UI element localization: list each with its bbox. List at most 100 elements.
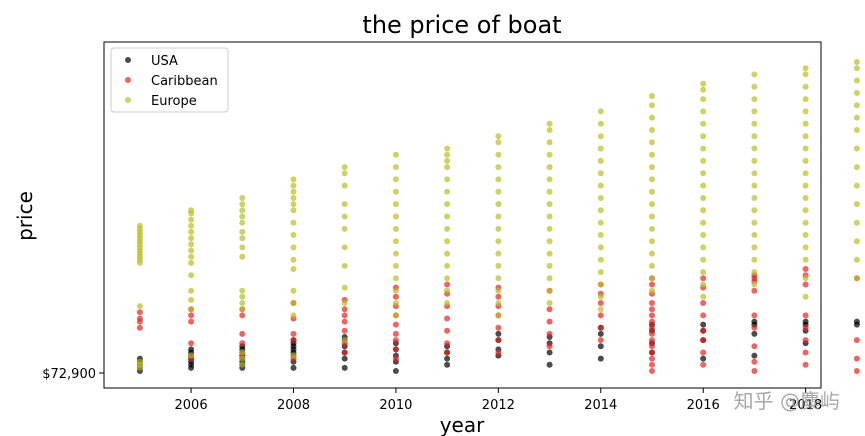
x-tick-label-2012: 2012 [482,398,515,413]
point-caribbean-2018-5 [802,281,809,288]
point-europe-2015-13 [649,127,655,133]
point-europe-2007-10 [239,228,246,235]
point-europe-2010-13 [392,151,399,158]
point-europe-2015-7 [649,201,655,208]
point-europe-2010-4 [392,262,399,269]
point-europe-2008-13 [290,182,297,189]
point-caribbean-2017-5 [751,287,758,294]
point-europe-2011-5 [444,238,451,245]
point-europe-2008-12 [290,188,297,195]
point-europe-2011-7 [444,213,451,220]
point-europe-2012-9 [495,201,502,208]
x-tick-label-2016: 2016 [687,398,720,413]
point-europe-2017-17 [751,71,758,78]
point-caribbean-2017-1 [751,358,758,365]
point-caribbean-2009-5 [341,306,348,313]
point-caribbean-2011-3 [444,315,451,322]
point-europe-2009-10 [341,164,348,171]
point-caribbean-2006-3 [188,312,195,319]
point-europe-2009-0 [341,337,348,344]
legend-frame [110,47,229,113]
point-usa-2013-1 [546,349,553,356]
point-europe-2011-2 [444,275,451,282]
y-axis: $72,900 [42,367,104,382]
point-usa-2013-0 [546,361,553,368]
point-europe-2009-6 [341,213,348,220]
point-europe-2016-16 [700,96,707,103]
point-europe-2016-9 [700,182,707,189]
point-europe-2016-3 [700,256,707,263]
point-europe-2014-2 [597,281,604,288]
point-europe-2019-8 [853,127,860,133]
point-europe-2015-10 [649,164,655,171]
point-europe-2015-6 [649,213,655,220]
x-tick-label-2008: 2008 [277,398,310,413]
point-europe-2015-3 [649,250,655,257]
point-europe-2012-11 [495,176,502,183]
point-europe-2017-3 [751,244,758,251]
point-europe-2012-10 [495,188,502,195]
point-europe-2018-0 [802,293,809,300]
point-usa-2016-3 [700,321,707,328]
point-europe-2008-0 [290,352,297,359]
point-caribbean-2010-4 [392,321,399,328]
point-europe-2011-10 [444,176,451,183]
point-europe-2018-3 [802,244,809,251]
point-caribbean-2015-11 [649,300,655,306]
point-caribbean-2014-0 [597,337,604,344]
point-caribbean-2015-7 [649,324,655,331]
point-europe-2014-6 [597,232,604,238]
point-europe-2007-0 [239,361,246,368]
point-europe-2007-14 [239,201,246,208]
point-europe-2006-7 [188,247,195,254]
point-caribbean-2011-2 [444,327,451,334]
point-europe-2019-5 [853,182,860,189]
point-europe-2006-2 [188,296,195,303]
point-europe-2007-13 [239,207,246,214]
point-europe-2018-2 [802,256,809,263]
point-caribbean-2015-0 [649,368,655,374]
point-usa-2008-0 [290,364,297,371]
data-points [136,59,860,374]
point-europe-2009-7 [341,201,348,208]
point-europe-2012-13 [495,151,502,158]
point-caribbean-2013-1 [546,330,553,337]
point-caribbean-2019-1 [853,355,860,362]
point-europe-2015-9 [649,176,655,183]
point-caribbean-2007-3 [239,312,246,319]
point-europe-2014-3 [597,269,604,276]
point-europe-2017-9 [751,170,758,177]
point-europe-2007-1 [239,355,246,362]
point-europe-2014-15 [597,120,604,127]
point-europe-2019-6 [853,164,860,171]
legend-marker-caribbean [125,77,131,83]
point-europe-2007-7 [239,253,246,260]
point-europe-2014-9 [597,195,604,201]
point-europe-2017-14 [751,108,758,115]
point-caribbean-2018-2 [802,337,809,344]
point-usa-2017-1 [751,330,758,337]
legend-label-europe: Europe [151,94,197,109]
point-caribbean-2014-2 [597,312,604,319]
point-europe-2007-9 [239,235,246,242]
point-europe-2006-8 [188,241,195,248]
point-europe-2019-10 [853,102,860,109]
point-europe-2018-14 [802,108,809,115]
point-europe-2019-9 [853,114,860,121]
point-europe-2006-4 [188,272,195,279]
point-europe-2013-11 [546,164,553,171]
point-europe-2010-1 [392,300,399,306]
point-europe-2012-6 [495,238,502,245]
point-caribbean-2015-4 [649,343,655,350]
point-europe-2016-12 [700,145,707,152]
point-europe-2016-1 [700,281,707,288]
point-europe-2019-2 [853,238,860,245]
point-europe-2010-12 [392,164,399,171]
point-europe-2010-6 [392,238,399,245]
point-europe-2008-1 [290,312,297,319]
point-europe-2008-11 [290,195,297,201]
point-europe-2016-8 [700,195,707,201]
point-caribbean-2007-1 [239,340,246,347]
point-europe-2016-13 [700,133,707,140]
point-caribbean-2015-2 [649,355,655,362]
